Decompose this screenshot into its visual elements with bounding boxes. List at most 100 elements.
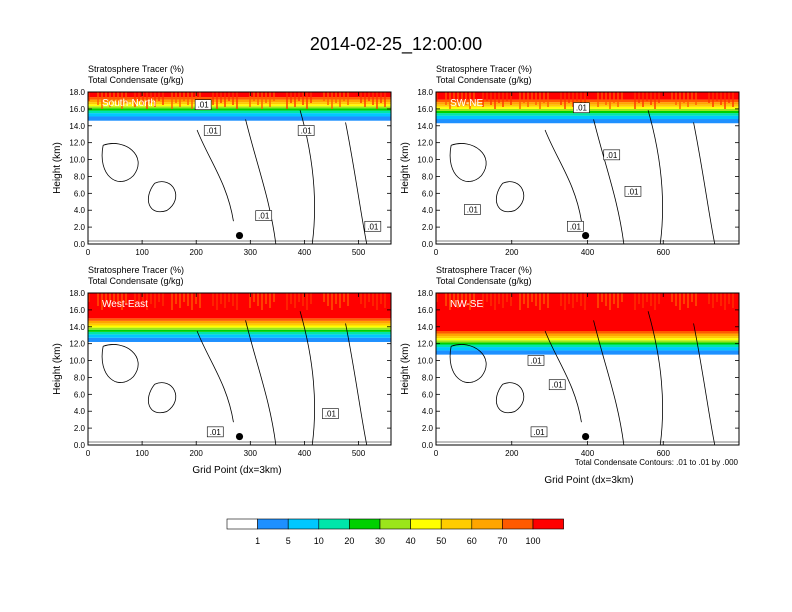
tracer-layer [436, 99, 739, 103]
tracer-streak [376, 293, 378, 310]
tracer-streak [445, 92, 447, 105]
tracer-streak [187, 92, 189, 105]
tracer-streak [482, 92, 484, 107]
condensate-contour [101, 143, 139, 182]
tracer-streak [113, 92, 115, 101]
y-tick-label: 0.0 [422, 441, 434, 450]
panel-title-condensate: Total Condensate (g/kg) [436, 276, 532, 286]
tracer-streak [150, 92, 152, 103]
figure-title: 2014-02-25_12:00:00 [310, 34, 482, 55]
tracer-streak [286, 293, 288, 310]
tracer-streak [687, 293, 689, 308]
tracer-streak [88, 293, 90, 302]
condensate-contour [693, 122, 716, 245]
tracer-layer [436, 344, 739, 348]
tracer-layer [436, 338, 739, 341]
contour-label-box [548, 379, 566, 391]
tracer-streak [601, 92, 603, 101]
tracer-streak [576, 293, 578, 302]
tracer-streak [109, 293, 111, 308]
condensate-contour [196, 129, 234, 222]
y-tick-label: 8.0 [74, 172, 86, 181]
tracer-streak [228, 293, 230, 302]
y-tick-label: 4.0 [422, 206, 434, 215]
tracer-layer [436, 119, 739, 124]
tracer-streak [490, 92, 492, 105]
tracer-layer [88, 106, 391, 109]
tracer-streak [642, 293, 644, 308]
tracer-streak [642, 92, 644, 107]
tracer-streak [306, 293, 308, 310]
tracer-layer [436, 115, 739, 120]
contour-label-box [527, 355, 545, 366]
tracer-streak [347, 92, 349, 105]
panel-title-condensate: Total Condensate (g/kg) [436, 75, 532, 85]
tracer-streak [298, 293, 300, 302]
condensate-contour [147, 181, 177, 213]
tracer-streak [469, 92, 471, 109]
y-tick-label: 12.0 [417, 340, 433, 349]
tracer-streak [364, 92, 366, 107]
tracer-streak [343, 92, 345, 101]
legend-label: 100 [525, 536, 540, 546]
y-tick-label: 2.0 [74, 223, 86, 232]
tracer-streak [519, 293, 521, 310]
x-tick-label: 600 [657, 449, 671, 458]
tracer-streak [253, 293, 255, 302]
tracer-streak [527, 293, 529, 308]
tracer-streak [568, 293, 570, 304]
contour-label: .01 [301, 127, 313, 136]
location-marker [235, 231, 244, 240]
tracer-streak [294, 293, 296, 308]
tracer-streak [473, 92, 475, 103]
tracer-layer [436, 342, 739, 345]
condensate-contour [245, 320, 277, 446]
tracer-streak [613, 293, 615, 304]
x-tick-label: 100 [135, 449, 149, 458]
x-tick-label: 200 [505, 449, 519, 458]
tracer-streak [732, 92, 734, 107]
contour-label: .01 [198, 101, 210, 110]
tracer-streak [708, 293, 710, 304]
tracer-streak [158, 92, 160, 101]
contour-label-box [567, 220, 584, 232]
tracer-streak [138, 92, 140, 101]
tracer-streak [306, 92, 308, 109]
tracer-streak [195, 92, 197, 103]
condensate-contour [544, 330, 582, 423]
tracer-streak [191, 92, 193, 109]
tracer-streak [679, 92, 681, 109]
contour-label-box [322, 408, 339, 419]
contour-label-box [464, 204, 481, 215]
tracer-layer [88, 108, 391, 111]
tracer-streak [339, 92, 341, 107]
x-tick-label: 500 [352, 248, 366, 257]
tracer-streak [720, 293, 722, 306]
tracer-streak [154, 92, 156, 107]
tracer-streak [290, 293, 292, 304]
tracer-layer [436, 333, 739, 337]
condensate-contour [647, 110, 663, 245]
y-tick-label: 2.0 [422, 223, 434, 232]
y-tick-label: 8.0 [422, 172, 434, 181]
contour-label: .01 [627, 187, 639, 196]
x-tick-label: 0 [86, 449, 91, 458]
x-tick-label: 0 [86, 248, 91, 257]
tracer-streak [171, 293, 173, 310]
tracer-streak [261, 293, 263, 310]
contour-label: .01 [325, 410, 337, 419]
tracer-streak [368, 293, 370, 302]
tracer-streak [461, 92, 463, 101]
condensate-contour [495, 181, 525, 213]
y-tick-label: 16.0 [417, 105, 433, 114]
tracer-streak [384, 92, 386, 107]
tracer-layer [436, 340, 739, 343]
color-legend: 1 5 10 20 30 40 50 60 70 100 [226, 518, 564, 546]
tracer-streak [302, 293, 304, 306]
panel-title-tracer: Stratosphere Tracer (%) [436, 265, 532, 275]
tracer-streak [343, 293, 345, 302]
x-tick-label: 300 [244, 449, 258, 458]
x-tick-label: 500 [352, 449, 366, 458]
tracer-layer [88, 334, 391, 338]
tracer-streak [380, 92, 382, 103]
